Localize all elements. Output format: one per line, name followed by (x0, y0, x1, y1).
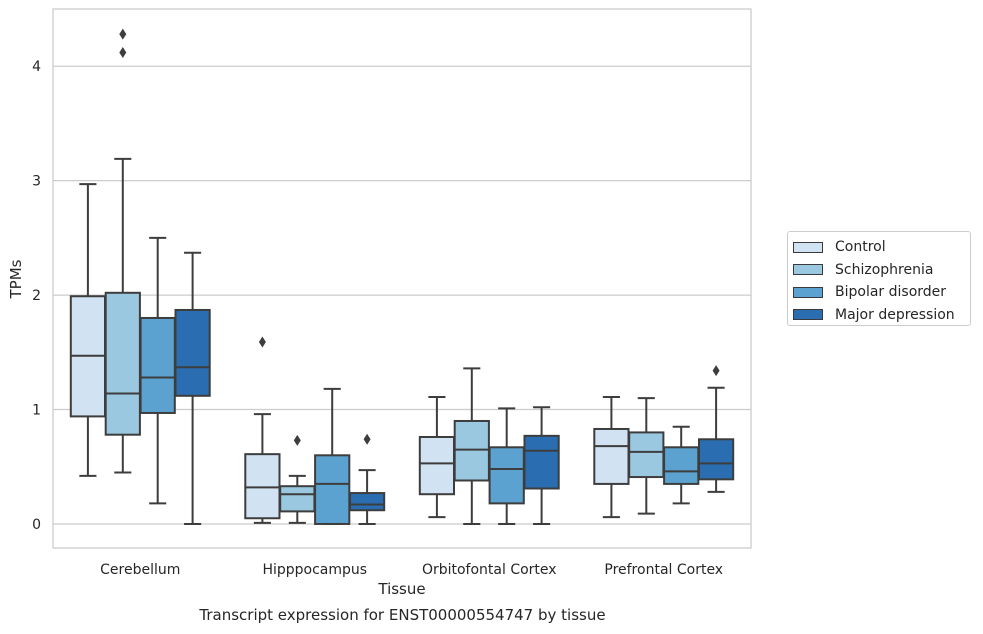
box-body (418, 435, 456, 496)
box-body (279, 485, 316, 513)
legend-item-2: Bipolar disorder (793, 281, 970, 304)
y-axis-label: TPMs (7, 259, 25, 299)
outlier-point-0 (119, 46, 127, 58)
box-body (453, 419, 490, 482)
x-tick-label-1: Hipppocampus (262, 562, 367, 578)
y-tick-label-2: 2 (32, 288, 41, 304)
box-1-1 (279, 434, 316, 524)
box-body (104, 291, 141, 436)
y-tick-label-0: 0 (32, 517, 41, 533)
legend-label: Major depression (835, 306, 955, 323)
box-body (663, 446, 700, 485)
box-body (593, 427, 630, 485)
box-body (139, 316, 176, 414)
legend-swatch (793, 264, 823, 276)
box-1-0 (104, 28, 141, 474)
box-0-0 (69, 183, 107, 477)
box-3-3 (697, 365, 735, 493)
x-tick-label-2: Orbitofontal Cortex (422, 562, 557, 578)
outlier-point-0 (712, 365, 720, 377)
boxes (69, 28, 735, 525)
box-body (488, 446, 525, 505)
legend-label: Schizophrenia (835, 261, 934, 278)
y-tick-label-1: 1 (32, 403, 41, 419)
box-2-1 (314, 387, 351, 525)
box-1-2 (453, 367, 490, 525)
box-body (628, 431, 665, 479)
box-0-3 (593, 395, 630, 519)
box-2-0 (139, 236, 176, 505)
box-body (314, 454, 351, 525)
y-tick-label-4: 4 (32, 59, 41, 75)
legend-item-0: Control (793, 236, 970, 259)
legend-swatch (793, 241, 823, 253)
x-axis-label: Tissue (377, 580, 425, 598)
plot-frame (52, 8, 752, 549)
outlier-point-0 (293, 434, 301, 446)
box-body (697, 438, 735, 481)
box-2-3 (663, 425, 700, 505)
box-1-3 (628, 397, 665, 515)
x-tick-label-0: Cerebellum (100, 562, 180, 578)
legend-label: Control (835, 239, 886, 256)
legend-item-1: Schizophrenia (793, 259, 970, 282)
outlier-point-0 (363, 433, 371, 445)
legend-label: Bipolar disorder (835, 284, 947, 301)
outlier-point-0 (258, 336, 266, 348)
legend-item-3: Major depression (793, 304, 970, 327)
box-3-1 (348, 433, 386, 525)
box-0-1 (244, 336, 281, 524)
legend-swatch (793, 309, 823, 321)
box-0-2 (418, 395, 456, 519)
x-tick-labels: Cerebellum Hipppocampus Orbitofontal Corte… (100, 562, 723, 578)
legend: Control Schizophrenia Bipolar disorder Majo… (787, 231, 971, 326)
box-body (523, 434, 560, 490)
box-3-0 (174, 251, 211, 525)
outlier-point-1 (119, 28, 127, 40)
box-body (348, 492, 386, 512)
x-tick-label-3: Prefrontal Cortex (604, 562, 723, 578)
y-tick-labels: 0 1 2 3 4 (32, 59, 41, 533)
box-body (174, 308, 211, 397)
box-body (244, 453, 281, 520)
y-tick-label-3: 3 (32, 174, 41, 190)
box-2-2 (488, 407, 525, 525)
chart-title: Transcript expression for ENST0000055474… (199, 606, 606, 624)
legend-swatch (793, 286, 823, 298)
box-3-2 (523, 406, 560, 525)
